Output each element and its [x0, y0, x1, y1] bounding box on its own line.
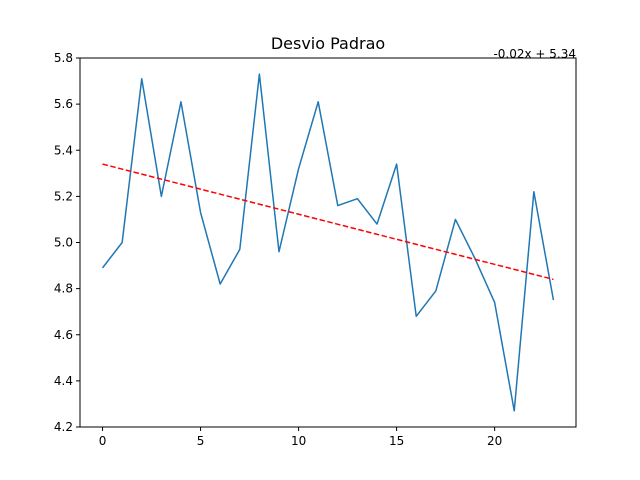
x-tick-label: 5 [197, 434, 205, 448]
chart-title: Desvio Padrao [271, 34, 385, 53]
x-tick-label: 0 [99, 434, 107, 448]
trend-line [102, 163, 554, 281]
y-tick-label: 4.6 [54, 328, 73, 342]
y-tick-label: 5.0 [54, 236, 73, 250]
y-tick-label: 5.4 [54, 143, 73, 157]
plot-area [101, 73, 555, 412]
y-axis: 4.2 4.4 4.6 4.8 5.0 5.2 5.4 5.6 5.8 [54, 51, 80, 434]
y-tick-label: 4.4 [54, 374, 73, 388]
x-tick-label: 20 [487, 434, 502, 448]
x-axis: 0 5 10 15 20 [99, 427, 502, 448]
y-tick-label: 4.2 [54, 420, 73, 434]
x-tick-label: 10 [291, 434, 306, 448]
x-tick-label: 15 [389, 434, 404, 448]
y-tick-label: 4.8 [54, 282, 73, 296]
data-series-line [101, 73, 555, 412]
y-tick-label: 5.2 [54, 189, 73, 203]
trendline-equation: -0.02x + 5.34 [493, 47, 576, 61]
y-tick-label: 5.8 [54, 51, 73, 65]
y-tick-label: 5.6 [54, 97, 73, 111]
